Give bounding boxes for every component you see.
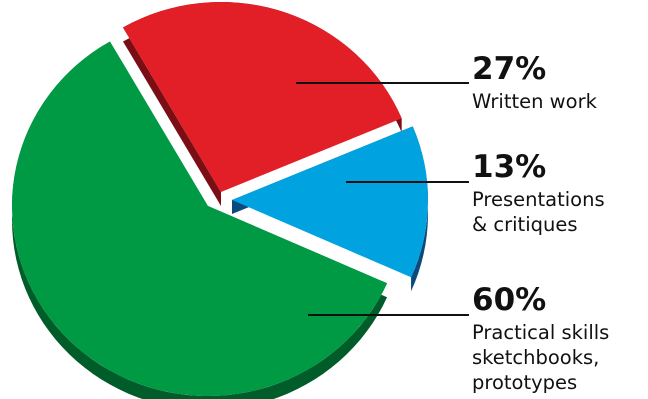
slice-category-label: Presentations <box>472 188 605 211</box>
pie-labels: 27% Written work 13% Presentations& critiqu… <box>296 51 609 394</box>
pie-slice <box>123 2 402 193</box>
slice-category-label: Written work <box>472 90 598 113</box>
slice-category-label: prototypes <box>472 371 577 394</box>
slice-percent-label: 60% <box>472 282 546 318</box>
slice-percent-label: 27% <box>472 51 546 87</box>
pie-slice-side <box>123 2 402 207</box>
slice-category-label: Practical skills <box>472 321 609 344</box>
pie-slice <box>232 126 429 278</box>
pie-slice <box>11 41 388 397</box>
slice-category-label: sketchbooks, <box>472 346 599 369</box>
slice-category-label: & critiques <box>472 213 578 236</box>
pie-3d-sides <box>12 2 428 399</box>
slice-percent-label: 13% <box>472 149 546 185</box>
pie-slices <box>11 2 429 397</box>
